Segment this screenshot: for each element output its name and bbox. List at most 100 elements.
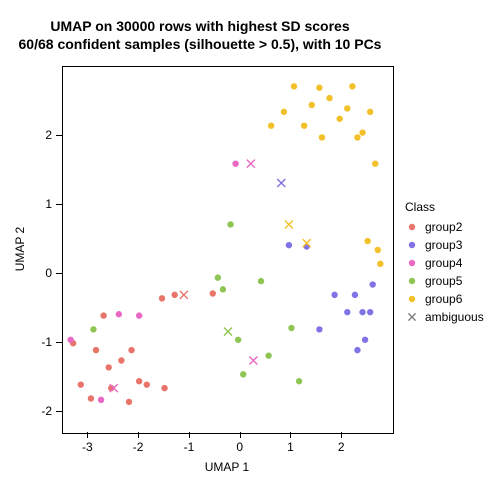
chart-title-line2: 60/68 confident samples (silhouette > 0.…: [0, 36, 400, 54]
data-point: [100, 312, 106, 318]
dot-icon: [405, 256, 419, 270]
legend-item: group2: [405, 218, 484, 236]
data-point: [377, 261, 383, 267]
data-point: [336, 116, 342, 122]
legend-items: group2 group3 group4 group5 group6 ambiguous: [405, 218, 484, 326]
data-point: [88, 395, 94, 401]
dot-icon: [405, 274, 419, 288]
data-point: [161, 385, 167, 391]
data-point: [369, 281, 375, 287]
y-tick-label: 2: [34, 128, 52, 142]
data-point: [375, 247, 381, 253]
legend-item: group6: [405, 290, 484, 308]
data-point: [116, 311, 122, 317]
y-tick: [56, 204, 62, 205]
data-point: [67, 337, 73, 343]
data-point: [136, 312, 142, 318]
x-tick-label: 2: [338, 440, 345, 454]
data-point: [240, 371, 246, 377]
data-point: [126, 399, 132, 405]
x-tick-label: -3: [82, 440, 93, 454]
legend-title: Class: [405, 200, 484, 214]
x-tick: [87, 432, 88, 438]
legend-item: group3: [405, 236, 484, 254]
data-point: [359, 129, 365, 135]
data-point: [326, 95, 332, 101]
x-axis-label: UMAP 1: [205, 460, 249, 474]
data-point: [128, 347, 134, 353]
dot-icon: [405, 292, 419, 306]
x-tick-label: 1: [287, 440, 294, 454]
data-point: [144, 381, 150, 387]
data-point: [265, 352, 271, 358]
data-point: [354, 347, 360, 353]
legend-label: group2: [425, 220, 462, 234]
data-point: [118, 357, 124, 363]
data-point: [235, 337, 241, 343]
dot-icon: [405, 238, 419, 252]
data-point: [372, 160, 378, 166]
legend-label: group5: [425, 274, 462, 288]
data-point: [136, 378, 142, 384]
data-point: [220, 286, 226, 292]
data-point-cross: [224, 327, 232, 335]
legend-label: group3: [425, 238, 462, 252]
x-tick: [138, 432, 139, 438]
y-tick: [56, 135, 62, 136]
y-axis-label: UMAP 2: [13, 227, 27, 271]
data-point: [362, 337, 368, 343]
legend-item: group5: [405, 272, 484, 290]
legend-item: group4: [405, 254, 484, 272]
data-point-cross: [180, 291, 188, 299]
data-point: [316, 326, 322, 332]
data-point: [78, 381, 84, 387]
dot-icon: [405, 220, 419, 234]
data-point: [352, 292, 358, 298]
data-point: [359, 309, 365, 315]
data-point: [309, 102, 315, 108]
plot-area: [62, 66, 394, 434]
legend: Class group2 group3 group4 group5 group6 ambi…: [405, 200, 484, 326]
data-point: [331, 292, 337, 298]
legend-item: ambiguous: [405, 308, 484, 326]
x-tick-label: -1: [184, 440, 195, 454]
data-point: [98, 397, 104, 403]
points-layer: [63, 67, 393, 433]
y-tick-label: 1: [34, 197, 52, 211]
cross-icon: [405, 310, 419, 324]
data-point: [215, 274, 221, 280]
data-point: [171, 292, 177, 298]
data-point: [316, 85, 322, 91]
data-point: [288, 325, 294, 331]
chart-title-line1: UMAP on 30000 rows with highest SD score…: [0, 18, 400, 36]
x-tick: [240, 432, 241, 438]
data-point: [303, 243, 309, 249]
data-point: [210, 290, 216, 296]
data-point-cross: [285, 220, 293, 228]
umap-scatter-chart: UMAP on 30000 rows with highest SD score…: [0, 0, 504, 504]
data-point: [227, 221, 233, 227]
legend-label: ambiguous: [425, 310, 484, 324]
data-point: [296, 378, 302, 384]
data-point: [354, 134, 360, 140]
y-tick-label: 0: [34, 266, 52, 280]
data-point: [232, 160, 238, 166]
x-tick: [341, 432, 342, 438]
data-point: [367, 109, 373, 115]
data-point: [159, 295, 165, 301]
data-point: [286, 242, 292, 248]
data-point: [268, 122, 274, 128]
data-point: [364, 238, 370, 244]
y-tick: [56, 273, 62, 274]
data-point: [93, 347, 99, 353]
legend-label: group4: [425, 256, 462, 270]
y-tick-label: -1: [34, 335, 52, 349]
data-point: [349, 83, 355, 89]
y-tick: [56, 411, 62, 412]
y-tick: [56, 342, 62, 343]
x-tick-label: -2: [133, 440, 144, 454]
data-point: [367, 309, 373, 315]
x-tick: [189, 432, 190, 438]
y-tick-label: -2: [34, 404, 52, 418]
data-point-cross: [249, 356, 257, 364]
